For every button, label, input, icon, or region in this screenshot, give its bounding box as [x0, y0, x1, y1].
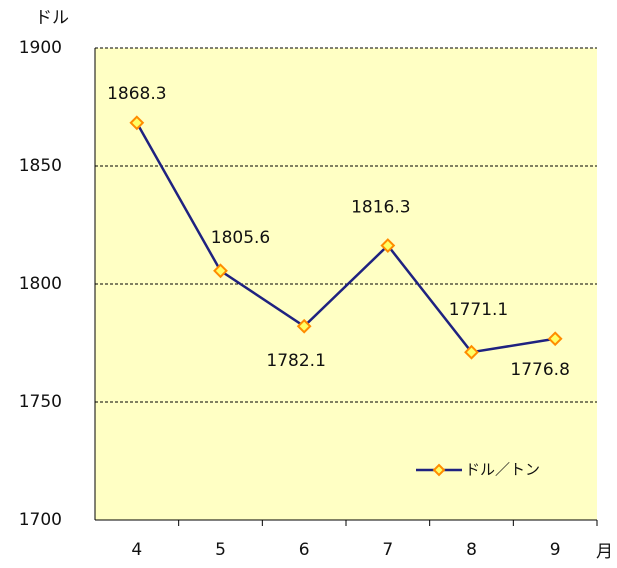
x-tick-label: 4 — [131, 540, 142, 560]
x-tick-label: 9 — [550, 540, 561, 560]
marker — [380, 238, 396, 253]
x-tick-label: 8 — [466, 540, 477, 560]
x-tick-label: 7 — [382, 540, 393, 560]
x-tick-label: 5 — [215, 540, 226, 560]
marker — [129, 115, 145, 131]
data-label: 1771.1 — [449, 300, 508, 320]
y-axis-label: ドル — [35, 8, 69, 28]
marker — [296, 318, 312, 334]
data-label: 1816.3 — [351, 198, 410, 218]
y-tick-label: 1800 — [19, 274, 62, 294]
marker — [213, 263, 228, 279]
data-label: 1776.8 — [510, 360, 569, 380]
marker — [547, 331, 563, 347]
series-line — [135, 122, 556, 354]
legend-label: ドル／トン — [465, 461, 540, 479]
marker — [464, 344, 479, 360]
y-tick-label: 1700 — [19, 510, 62, 530]
data-label: 1782.1 — [266, 351, 325, 371]
x-axis-label: 月 — [596, 542, 613, 562]
y-tick-label: 1900 — [19, 38, 62, 58]
data-label: 1868.3 — [107, 84, 166, 104]
y-tick-label: 1750 — [19, 392, 62, 412]
legend-marker — [432, 463, 446, 477]
data-label: 1805.6 — [211, 228, 270, 248]
y-tick-label: 1850 — [19, 156, 62, 176]
x-tick-label: 6 — [299, 540, 310, 560]
